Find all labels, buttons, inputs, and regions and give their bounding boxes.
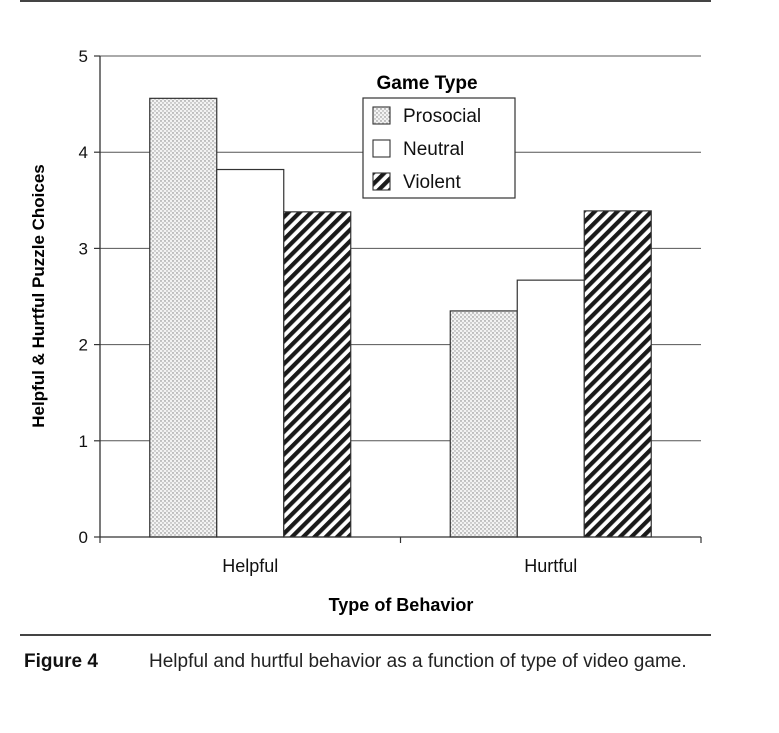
axes <box>94 55 702 543</box>
legend-swatch-violent <box>372 172 391 191</box>
y-tick-label: 4 <box>79 143 88 162</box>
top-rule <box>20 0 711 2</box>
y-tick-label: 2 <box>79 336 88 355</box>
figure-label: Figure 4 <box>24 651 98 672</box>
y-tick-label: 0 <box>79 528 88 547</box>
bar-violent-helpful <box>283 211 352 538</box>
legend-swatch-prosocial <box>372 106 391 125</box>
bar-chart: 0 1 2 3 4 5 Helpful Hurtful Helpful & Hurtful P… <box>29 47 702 615</box>
legend-label-violent: Violent <box>403 172 461 193</box>
y-axis-label: Helpful & Hurtful Puzzle Choices <box>29 164 48 428</box>
caption-text: Helpful and hurtful behavior as a functi… <box>149 651 687 672</box>
x-tick-label: Hurtful <box>524 556 577 576</box>
y-tick-label: 5 <box>79 47 88 66</box>
legend-label-prosocial: Prosocial <box>403 106 481 127</box>
y-tick-label: 1 <box>79 432 88 451</box>
legend-title: Game Type <box>376 73 477 94</box>
caption-rule <box>20 634 711 636</box>
bar-violent-hurtful <box>583 210 652 538</box>
bar-neutral-hurtful <box>516 279 585 538</box>
bar-neutral-helpful <box>216 168 285 538</box>
bar-prosocial-hurtful <box>449 310 518 538</box>
legend-label-neutral: Neutral <box>403 139 464 160</box>
bars <box>149 97 652 538</box>
tick-labels: 0 1 2 3 4 5 Helpful Hurtful <box>79 47 578 576</box>
bar-prosocial-helpful <box>149 97 218 538</box>
x-tick-label: Helpful <box>222 556 278 576</box>
y-tick-label: 3 <box>79 239 88 258</box>
legend: Game Type Prosocial Neutral Violent <box>362 73 516 199</box>
x-axis-label: Type of Behavior <box>329 595 474 615</box>
legend-swatch-neutral <box>372 139 391 158</box>
